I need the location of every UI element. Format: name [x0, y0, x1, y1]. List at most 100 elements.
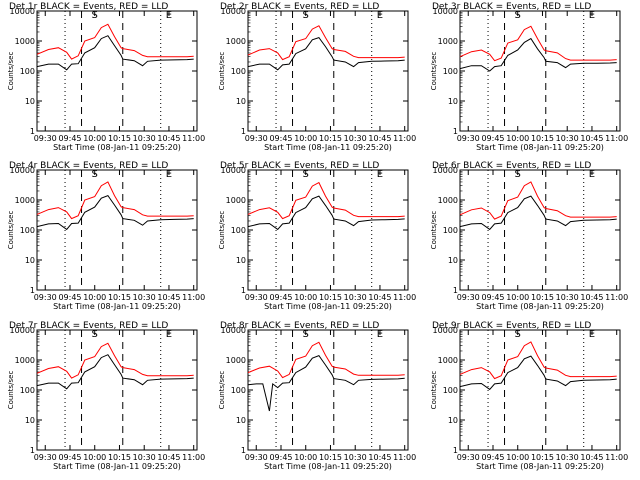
events-series-line: [36, 354, 194, 390]
x-tick-label: 10:45: [368, 293, 391, 302]
y-axis-label: Counts/sec: [218, 371, 226, 410]
y-axis-label: Counts/sec: [7, 371, 15, 410]
x-tick-label: 11:00: [182, 293, 205, 302]
x-tick-label: 11:00: [182, 453, 205, 462]
detector-panel: Det 9r BLACK = Events, RED = LLD 1 10 100 10…: [430, 321, 628, 471]
y-tick-label: 100: [20, 386, 35, 395]
x-tick-label: 09:45: [58, 134, 81, 143]
detector-panel: Det 7r BLACK = Events, RED = LLD 1 10 100 10…: [7, 321, 205, 471]
x-tick-label: 10:30: [556, 134, 579, 143]
x-tick-label: 09:30: [245, 293, 268, 302]
x-tick-label: 09:30: [34, 453, 57, 462]
x-tick-label: 11:00: [605, 453, 628, 462]
detector-panel: Det 5r BLACK = Events, RED = LLD 1 10 100 10…: [218, 161, 416, 311]
panel-title: Det 7r BLACK = Events, RED = LLD: [9, 321, 168, 331]
y-tick-label: 10: [448, 416, 458, 425]
x-axis-label: Start Time (08-Jan-11 09:25:20): [53, 462, 181, 471]
y-tick-label: 1000: [226, 356, 246, 365]
x-tick-label: 10:15: [531, 293, 554, 302]
detector-panel: Det 1r BLACK = Events, RED = LLD 1 10 100 10…: [7, 2, 205, 152]
y-axis-label: Counts/sec: [430, 52, 438, 91]
x-tick-label: 09:45: [58, 293, 81, 302]
detector-panel: Det 4r BLACK = Events, RED = LLD 1 10 100 10…: [7, 161, 205, 311]
y-axis-label: Counts/sec: [430, 371, 438, 410]
y-tick-label: 10000: [433, 326, 458, 335]
x-tick-label: 10:30: [556, 453, 579, 462]
x-axis-label: Start Time (08-Jan-11 09:25:20): [476, 302, 604, 311]
events-series-line: [247, 354, 405, 412]
panel-title: Det 5r BLACK = Events, RED = LLD: [220, 161, 379, 171]
y-tick-label: 1: [30, 446, 35, 455]
plot-frame: [247, 169, 409, 291]
x-tick-label: 10:45: [580, 134, 603, 143]
lld-series-line: [36, 181, 194, 220]
plot-frame: [36, 10, 198, 132]
y-axis-label: Counts/sec: [7, 52, 15, 91]
x-tick-label: 10:45: [368, 134, 391, 143]
lld-series-line: [459, 25, 617, 62]
x-tick-label: 11:00: [605, 134, 628, 143]
x-tick-label: 10:15: [531, 134, 554, 143]
lld-series-line: [247, 181, 405, 220]
plot-frame: [36, 169, 198, 291]
events-series-line: [459, 195, 617, 231]
x-tick-label: 10:30: [344, 453, 367, 462]
y-tick-label: 1000: [438, 196, 458, 205]
marker-e-label: E: [589, 169, 595, 180]
y-tick-label: 10: [25, 256, 35, 265]
x-tick-label: 10:00: [294, 293, 317, 302]
marker-e-label: E: [166, 329, 172, 340]
x-tick-label: 10:00: [294, 453, 317, 462]
x-tick-label: 10:45: [368, 453, 391, 462]
marker-e-label: E: [377, 10, 383, 21]
y-tick-label: 10000: [221, 7, 246, 16]
y-tick-label: 1: [30, 127, 35, 136]
y-tick-label: 10000: [221, 326, 246, 335]
marker-s-label: S: [92, 10, 98, 21]
panel-title: Det 8r BLACK = Events, RED = LLD: [220, 321, 379, 331]
marker-e-label: E: [377, 169, 383, 180]
y-tick-label: 100: [231, 226, 246, 235]
y-tick-label: 100: [443, 386, 458, 395]
panel-title: Det 6r BLACK = Events, RED = LLD: [432, 161, 591, 171]
x-tick-label: 10:15: [108, 453, 131, 462]
plot-frame: [459, 329, 621, 451]
marker-s-label: S: [303, 169, 309, 180]
y-tick-label: 100: [231, 386, 246, 395]
x-tick-label: 10:30: [133, 453, 156, 462]
y-tick-label: 10000: [433, 7, 458, 16]
events-series-line: [247, 195, 405, 231]
y-tick-label: 100: [443, 226, 458, 235]
y-tick-label: 10: [236, 416, 246, 425]
x-tick-label: 09:45: [269, 134, 292, 143]
y-tick-label: 10: [25, 416, 35, 425]
x-tick-label: 10:00: [83, 293, 106, 302]
marker-s-label: S: [515, 329, 521, 340]
x-tick-label: 10:30: [133, 293, 156, 302]
x-tick-label: 11:00: [393, 134, 416, 143]
x-tick-label: 11:00: [393, 293, 416, 302]
y-tick-label: 1000: [15, 196, 35, 205]
x-tick-label: 09:45: [269, 293, 292, 302]
x-tick-label: 10:45: [157, 453, 180, 462]
marker-s-label: S: [515, 10, 521, 21]
y-tick-label: 100: [20, 67, 35, 76]
detector-panel: Det 6r BLACK = Events, RED = LLD 1 10 100 10…: [430, 161, 628, 311]
marker-s-label: S: [303, 10, 309, 21]
events-series-line: [459, 37, 617, 72]
y-tick-label: 1: [453, 446, 458, 455]
y-axis-label: Counts/sec: [218, 211, 226, 250]
y-tick-label: 10000: [221, 166, 246, 175]
y-tick-label: 10000: [433, 166, 458, 175]
y-axis-label: Counts/sec: [218, 52, 226, 91]
y-tick-label: 1000: [226, 196, 246, 205]
x-axis-label: Start Time (08-Jan-11 09:25:20): [53, 143, 181, 152]
y-tick-label: 10: [236, 256, 246, 265]
y-axis-label: Counts/sec: [7, 211, 15, 250]
panel-title: Det 3r BLACK = Events, RED = LLD: [432, 2, 591, 12]
y-tick-label: 10000: [10, 7, 35, 16]
x-tick-label: 10:30: [344, 293, 367, 302]
x-tick-label: 10:15: [319, 293, 342, 302]
events-series-line: [36, 35, 194, 71]
panel-title: Det 4r BLACK = Events, RED = LLD: [9, 161, 168, 171]
